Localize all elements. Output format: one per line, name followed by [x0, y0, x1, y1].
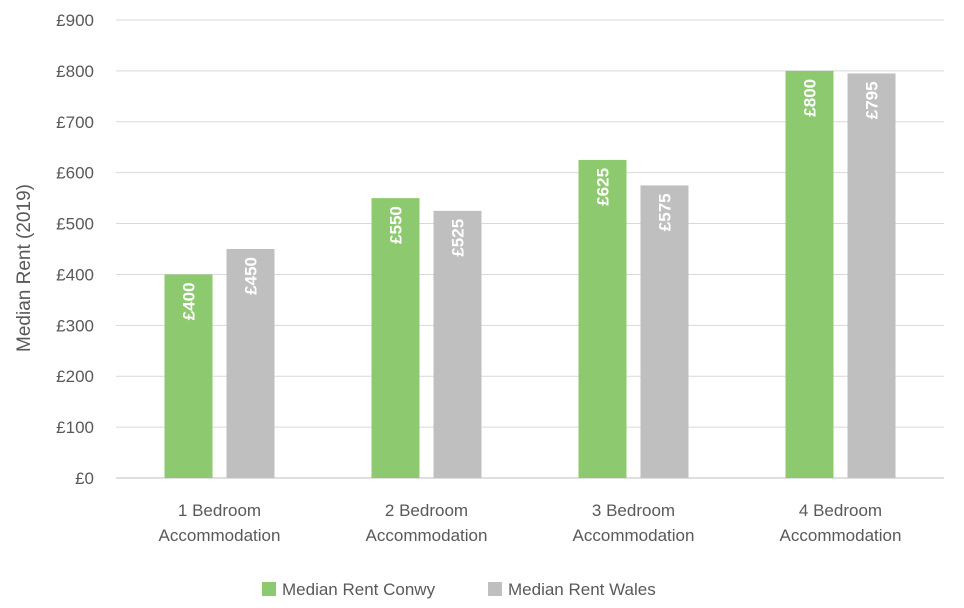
legend-swatch [262, 582, 276, 596]
y-axis-title: Median Rent (2019) [14, 184, 35, 352]
y-tick-label: £800 [56, 62, 94, 81]
data-label: £400 [180, 282, 199, 320]
data-label: £575 [656, 193, 675, 231]
bar [640, 185, 689, 478]
bar [371, 198, 420, 478]
data-label: £625 [594, 168, 613, 206]
x-category-label: 4 Bedroom [799, 501, 882, 520]
data-label: £450 [242, 257, 261, 295]
legend-label: Median Rent Wales [508, 580, 656, 599]
y-tick-label: £500 [56, 215, 94, 234]
bar [578, 159, 627, 478]
bar [785, 70, 834, 478]
legend-swatch [488, 582, 502, 596]
y-tick-label: £0 [75, 469, 94, 488]
y-tick-label: £900 [56, 11, 94, 30]
y-tick-label: £400 [56, 265, 94, 284]
y-tick-label: £300 [56, 316, 94, 335]
legend-label: Median Rent Conwy [282, 580, 436, 599]
x-category-label: Accommodation [780, 526, 902, 545]
bar [164, 274, 213, 478]
x-axis-category-labels: 1 Bedroom Accommodation 2 Bedroom Accommoda… [159, 501, 902, 545]
y-tick-label: £100 [56, 418, 94, 437]
y-tick-label: £700 [56, 113, 94, 132]
bar [433, 210, 482, 479]
legend: Median Rent Conwy Median Rent Wales [262, 580, 656, 599]
y-tick-label: £600 [56, 164, 94, 183]
y-axis-tick-labels: £0 £100 £200 £300 £400 £500 £600 £700 £800 £900 [56, 11, 94, 488]
data-label: £800 [801, 79, 820, 117]
bars [164, 70, 896, 479]
data-label: £795 [863, 81, 882, 119]
x-category-label: Accommodation [159, 526, 281, 545]
data-label: £550 [387, 206, 406, 244]
x-category-label: 1 Bedroom [178, 501, 261, 520]
data-labels: £400 £450 £550 £525 £625 £575 £800 £795 [180, 79, 882, 320]
x-category-label: 2 Bedroom [385, 501, 468, 520]
x-category-label: Accommodation [573, 526, 695, 545]
y-tick-label: £200 [56, 367, 94, 386]
bar [847, 73, 896, 478]
data-label: £525 [449, 219, 468, 257]
x-category-label: 3 Bedroom [592, 501, 675, 520]
x-category-label: Accommodation [366, 526, 488, 545]
bar [226, 249, 275, 478]
